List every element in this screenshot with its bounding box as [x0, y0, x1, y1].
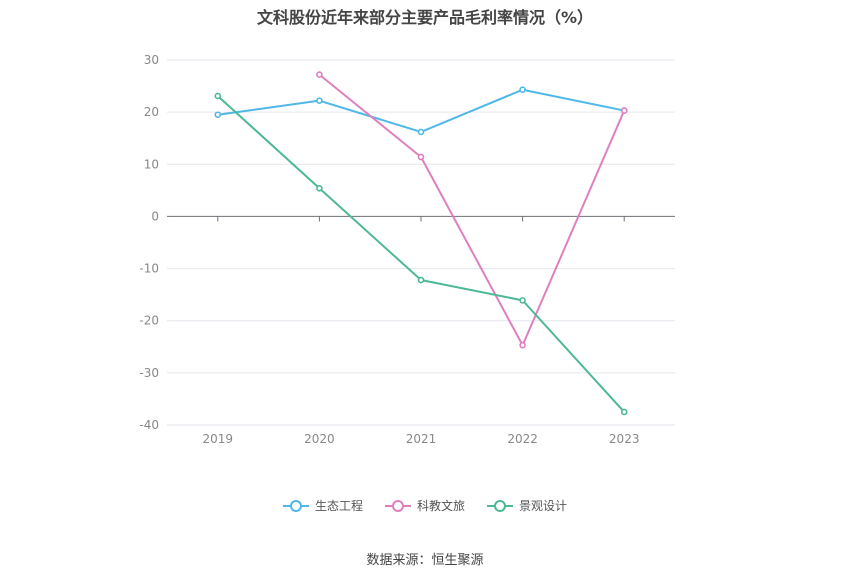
data-point-2	[620, 408, 628, 416]
series-line-1	[318, 73, 626, 347]
data-point-2	[214, 92, 222, 100]
data-point-1	[620, 107, 628, 114]
data-point-1	[519, 341, 526, 349]
y-tick-label: 10	[144, 157, 159, 171]
y-tick-label: -10	[139, 262, 159, 276]
data-point-2	[519, 297, 526, 304]
data-point-0	[519, 86, 526, 94]
data-point-1	[316, 71, 323, 78]
chart-title: 文科股份近年来部分主要产品毛利率情况（%）	[256, 8, 594, 27]
legend-swatch-icon	[384, 499, 411, 512]
legend-item-series-2[interactable]: 景观设计	[487, 497, 567, 514]
legend-swatch-icon	[487, 499, 513, 512]
data-point-2	[316, 184, 323, 192]
y-tick-label: 20	[144, 105, 159, 119]
y-tick-label: -20	[139, 314, 159, 328]
y-tick-label: -30	[139, 366, 159, 380]
data-point-0	[316, 97, 323, 104]
legend-item-series-1[interactable]: 科教文旅	[384, 497, 465, 514]
x-tick-label: 2021	[406, 432, 437, 446]
line-chart: 30 20 10 0 -10 -20 -30 -40 2019 2020 2021 2022 2023	[139, 53, 675, 446]
legend-label: 生态工程	[314, 499, 363, 513]
y-tick-label: -40	[139, 418, 159, 432]
series-line-2	[217, 95, 625, 413]
x-tick-label: 2019	[203, 432, 234, 446]
y-tick-label: 0	[151, 209, 159, 223]
x-tick-label: 2023	[609, 432, 640, 446]
legend-swatch-icon	[282, 499, 309, 512]
data-point-1	[417, 153, 425, 161]
x-tick-label: 2022	[507, 432, 538, 446]
series-line-0	[217, 88, 625, 133]
data-source-note: 数据来源：恒生聚源	[366, 553, 484, 568]
y-tick-label: 30	[144, 53, 159, 67]
data-point-0	[214, 111, 222, 119]
data-point-2	[417, 276, 425, 284]
legend-label: 景观设计	[519, 499, 568, 513]
x-tick-label: 2020	[304, 432, 335, 446]
data-point-0	[417, 128, 425, 136]
chart-legend: 生态工程 科教文旅 景观设计	[0, 497, 850, 514]
legend-item-series-0[interactable]: 生态工程	[282, 497, 363, 514]
legend-label: 科教文旅	[416, 499, 465, 513]
